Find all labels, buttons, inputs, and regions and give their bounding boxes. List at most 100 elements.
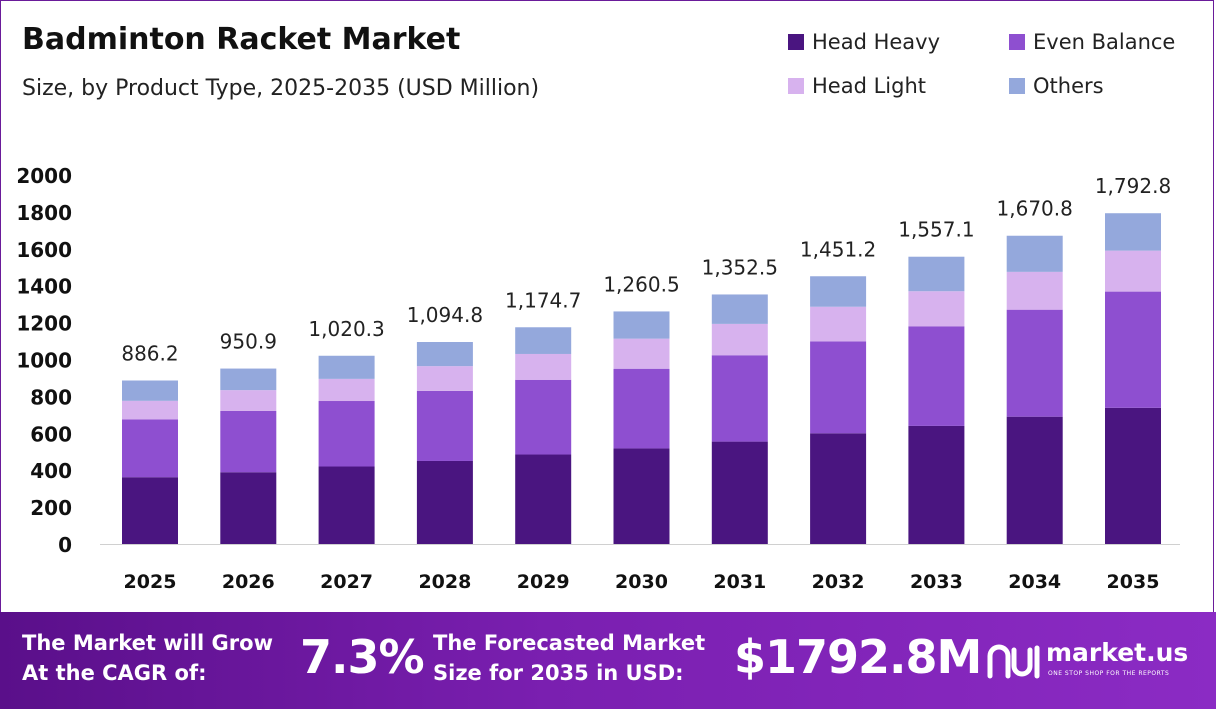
bar-total-label: 1,094.8	[407, 303, 483, 327]
bar-segment-even-balance	[711, 355, 768, 442]
legend-label: Head Heavy	[812, 30, 941, 54]
y-tick-label: 0	[58, 533, 72, 557]
y-tick-label: 400	[30, 459, 72, 483]
bar-segment-others	[220, 368, 277, 391]
legend-item-head-heavy: Head Heavy	[788, 30, 940, 54]
bar-segment-others	[810, 276, 867, 307]
footer-banner: The Market will Grow At the CAGR of: 7.3…	[0, 612, 1216, 709]
bar-segment-head-light	[122, 400, 178, 420]
x-tick-label: 2026	[222, 571, 275, 593]
bar-segment-others	[122, 380, 178, 401]
bar-total-label: 1,792.8	[1095, 174, 1171, 198]
legend-swatch-head-light	[788, 78, 804, 94]
legend-item-even-balance: Even Balance	[1009, 30, 1175, 54]
brand-name: market.us	[1046, 638, 1189, 667]
bar-segment-head-heavy	[908, 425, 965, 544]
y-tick-label: 600	[30, 422, 72, 446]
bar-segment-head-heavy	[1006, 416, 1063, 544]
bar-segment-head-light	[613, 338, 670, 369]
brand-tagline: ONE STOP SHOP FOR THE REPORTS	[1048, 670, 1170, 677]
bar-total-label: 1,557.1	[898, 218, 974, 242]
y-tick-label: 1600	[16, 238, 72, 262]
bar-total-label: 950.9	[220, 330, 277, 354]
bar-segment-head-light	[1006, 271, 1063, 310]
bar-total-label: 1,670.8	[997, 197, 1073, 221]
forecast-caption-line2: Size for 2035 in USD:	[433, 661, 684, 685]
bar-segment-head-heavy	[613, 448, 670, 544]
legend-swatch-head-heavy	[788, 34, 804, 50]
x-tick-label: 2034	[1008, 571, 1061, 593]
bar-segment-even-balance	[220, 410, 277, 473]
bar-segment-head-light	[1105, 250, 1161, 292]
bar-segment-others	[908, 256, 965, 292]
y-tick-label: 1800	[16, 201, 72, 225]
bar-segment-head-light	[711, 323, 768, 356]
legend-swatch-others	[1009, 78, 1025, 94]
y-tick-label: 1400	[16, 275, 72, 299]
y-tick-label: 2000	[16, 164, 72, 188]
bar-segment-even-balance	[810, 341, 867, 434]
legend: Head Heavy Even Balance Head Light Other…	[788, 30, 1208, 110]
bar-segment-others	[416, 342, 473, 367]
forecast-caption-line1: The Forecasted Market	[433, 631, 706, 655]
bar-segment-head-light	[515, 353, 572, 380]
bar-segment-others	[613, 311, 670, 339]
bar-segment-even-balance	[318, 401, 375, 467]
bar-segment-others	[1006, 235, 1063, 272]
bar-segment-head-heavy	[416, 460, 473, 544]
legend-label: Head Light	[812, 74, 926, 98]
forecast-value: $1792.8M	[734, 630, 982, 684]
x-tick-label: 2028	[418, 571, 471, 593]
chart-title: Badminton Racket Market	[22, 22, 461, 57]
x-tick-label: 2029	[517, 571, 570, 593]
legend-item-others: Others	[1009, 74, 1104, 98]
bar-segment-head-light	[908, 291, 965, 327]
legend-item-head-light: Head Light	[788, 74, 926, 98]
y-tick-label: 200	[30, 496, 72, 520]
bar-segment-head-light	[810, 306, 867, 342]
legend-swatch-even-balance	[1009, 34, 1025, 50]
bar-total-label: 1,260.5	[603, 272, 679, 296]
y-tick-label: 1200	[16, 312, 72, 336]
market-us-logo-icon	[987, 644, 1040, 679]
bar-total-label: 886.2	[121, 341, 178, 365]
bar-total-label: 1,352.5	[702, 255, 778, 279]
bar-total-label: 1,174.7	[505, 288, 581, 312]
bar-segment-others	[318, 355, 375, 379]
bar-segment-even-balance	[1105, 291, 1161, 408]
bar-segment-even-balance	[1006, 309, 1063, 417]
x-tick-label: 2027	[320, 571, 373, 593]
bar-segment-head-heavy	[711, 441, 768, 544]
bar-segment-head-light	[416, 366, 473, 391]
bar-segment-head-heavy	[122, 477, 178, 544]
bar-segment-head-heavy	[220, 472, 277, 544]
x-tick-label: 2030	[615, 571, 668, 593]
legend-label: Others	[1033, 74, 1104, 98]
bar-segment-even-balance	[515, 379, 572, 455]
bar-segment-even-balance	[122, 419, 178, 478]
y-tick-label: 1000	[16, 349, 72, 373]
bar-segment-others	[1105, 213, 1161, 251]
x-tick-label: 2031	[713, 571, 766, 593]
bar-total-label: 1,020.3	[308, 317, 384, 341]
bar-segment-head-heavy	[318, 466, 375, 544]
cagr-caption-line2: At the CAGR of:	[22, 661, 207, 685]
x-tick-label: 2033	[910, 571, 963, 593]
x-tick-label: 2035	[1107, 571, 1160, 593]
bar-chart: 0 200 400 600 800 1000 1200 1400 1600 1800 2000 886…	[16, 164, 1180, 593]
forecast-caption: The Forecasted Market Size for 2035 in U…	[433, 628, 705, 688]
chart-subtitle: Size, by Product Type, 2025-2035 (USD Mi…	[22, 76, 540, 101]
bar-segment-even-balance	[908, 326, 965, 426]
bar-segment-head-heavy	[1105, 407, 1161, 544]
bar-segment-head-light	[220, 390, 277, 411]
bar-segment-head-light	[318, 378, 375, 402]
bar-total-label: 1,451.2	[800, 237, 876, 261]
bar-segment-others	[515, 327, 572, 354]
cagr-caption-line1: The Market will Grow	[22, 631, 273, 655]
legend-label: Even Balance	[1033, 30, 1176, 54]
cagr-caption: The Market will Grow At the CAGR of:	[22, 628, 273, 688]
y-tick-label: 800	[30, 385, 72, 409]
bar-segment-others	[711, 294, 768, 324]
bar-segment-even-balance	[416, 390, 473, 461]
bar-segment-head-heavy	[515, 454, 572, 544]
